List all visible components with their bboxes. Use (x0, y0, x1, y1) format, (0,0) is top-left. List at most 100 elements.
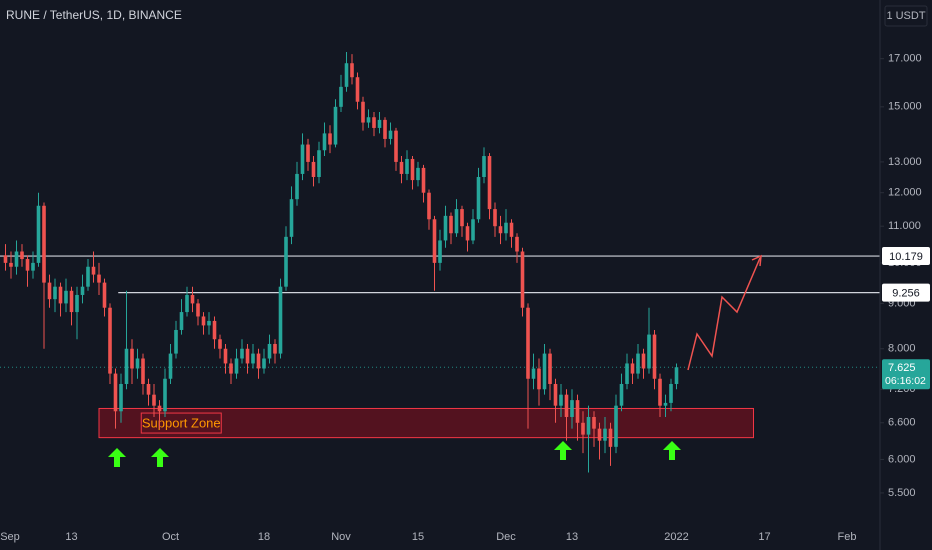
y-tick-label: 17.000 (888, 53, 922, 65)
candle-body (630, 363, 635, 374)
candle-body (14, 251, 19, 267)
candle-body (366, 117, 371, 123)
x-tick-label: Sep (0, 531, 20, 543)
price-level-tag-label: 9.256 (892, 288, 920, 300)
candle-body (273, 343, 277, 354)
candle-body (674, 367, 679, 384)
candle-body (306, 144, 310, 162)
candle-body (86, 266, 90, 287)
support-zone-label: Support Zone (142, 415, 221, 430)
candle-body (20, 251, 24, 260)
candle-body (509, 222, 514, 237)
x-tick-label: 13 (65, 531, 77, 543)
candle-body (586, 416, 591, 435)
candle-body (592, 416, 596, 429)
candle-body (42, 205, 46, 283)
candle-body (152, 394, 156, 406)
price-level-tag (882, 247, 930, 266)
candle-body (317, 150, 321, 178)
unit-label[interactable]: 1 USDT (886, 10, 925, 22)
candle-body (526, 307, 530, 379)
y-tick-label: 15.000 (888, 101, 922, 113)
drawing-layer (108, 254, 762, 467)
candle-body (91, 266, 96, 275)
candle-body (300, 144, 305, 174)
x-tick-label: Feb (838, 531, 857, 543)
unit-box[interactable] (884, 5, 928, 27)
candle-body (625, 363, 629, 384)
candle-body (157, 405, 162, 412)
candle-body (262, 358, 266, 369)
candle-body (69, 290, 74, 313)
candle-body (124, 348, 129, 384)
candle-body (190, 294, 195, 304)
candle-body (284, 236, 288, 287)
up-arrow (663, 441, 681, 460)
candle-body (295, 173, 299, 200)
candle-body (339, 86, 343, 107)
y-tick-label: 13.000 (888, 156, 922, 168)
candle-body (498, 226, 503, 234)
up-arrow (151, 448, 169, 467)
support-zone-label-box (140, 412, 222, 434)
candle-body (405, 158, 409, 174)
candle-body (350, 63, 354, 78)
x-tick-label: 18 (258, 531, 270, 543)
candle-body (575, 400, 580, 423)
candle-body (361, 101, 365, 123)
candle-body (432, 219, 437, 263)
candle-body (108, 307, 112, 374)
candle-body (278, 286, 283, 354)
candle-body (113, 373, 118, 412)
candle-body (64, 290, 68, 304)
candle-body (47, 282, 52, 300)
y-tick-label: 6.600 (888, 417, 916, 429)
candle-body (388, 130, 393, 139)
candle-body (9, 262, 13, 267)
candle-body (36, 205, 41, 263)
candle-body (652, 334, 657, 379)
chart-title: RUNE / TetherUS, 1D, BINANCE (6, 8, 182, 22)
candle-body (372, 117, 376, 128)
projection-path (687, 257, 761, 371)
candle-body (504, 222, 508, 234)
candle-body (344, 63, 349, 87)
candle-body (135, 358, 140, 369)
candle-body (460, 209, 464, 227)
candle-body (185, 294, 189, 313)
candle-body (493, 209, 497, 227)
candle-body (421, 167, 426, 193)
candle-body (240, 348, 244, 359)
candle-body (570, 400, 574, 417)
candle-body (245, 348, 250, 364)
candle-body (531, 368, 536, 379)
candle-body (416, 167, 420, 181)
candle-body (80, 286, 85, 295)
candle-body (322, 133, 327, 151)
candle-body (515, 236, 519, 252)
y-tick-label: 12.000 (888, 187, 922, 199)
candle-body (471, 219, 475, 241)
x-tick-label: 2022 (664, 531, 688, 543)
candle-body (196, 303, 200, 317)
candle-body (537, 368, 541, 390)
candle-body (201, 316, 206, 326)
candle-body (218, 339, 222, 349)
candle-body (102, 282, 107, 308)
candle-body (174, 329, 178, 354)
candle-body (234, 358, 239, 374)
candle-body (603, 428, 607, 441)
candle-body (641, 353, 646, 369)
candle-body (168, 353, 173, 379)
x-tick-label: Dec (496, 531, 516, 543)
candle-body (333, 106, 338, 145)
candles-layer (3, 51, 679, 473)
candle-body (58, 286, 63, 304)
y-tick-label: 8.000 (888, 343, 916, 355)
candle-body (438, 240, 442, 263)
candle-body (454, 209, 459, 234)
candle-body (619, 383, 624, 406)
candle-body (553, 383, 558, 406)
